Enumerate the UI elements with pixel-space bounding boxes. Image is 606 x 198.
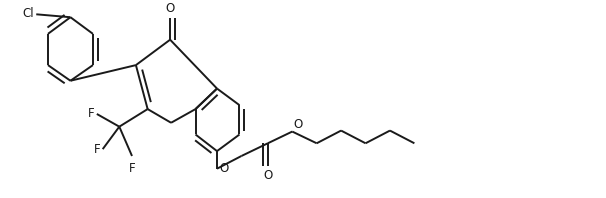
Text: O: O (165, 2, 175, 15)
Text: O: O (219, 162, 228, 175)
Text: Cl: Cl (22, 7, 35, 20)
Text: O: O (263, 169, 273, 182)
Text: F: F (88, 108, 95, 120)
Text: O: O (293, 118, 302, 130)
Text: F: F (128, 162, 135, 175)
Text: F: F (94, 143, 101, 156)
